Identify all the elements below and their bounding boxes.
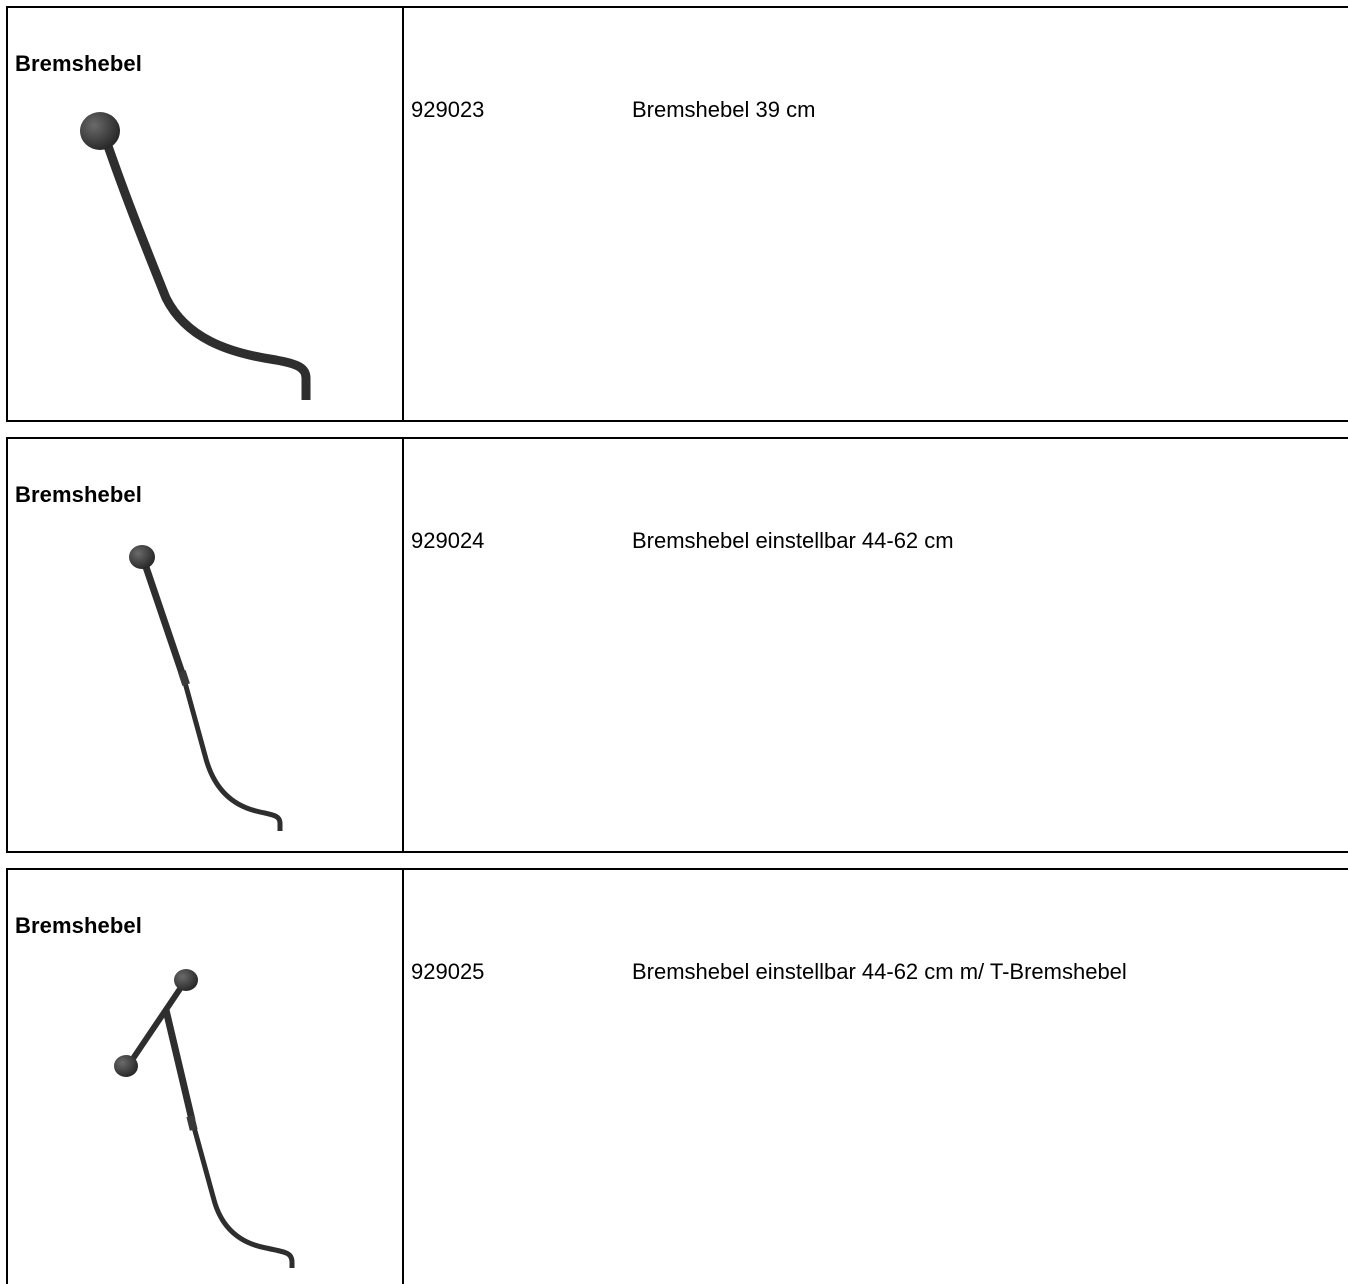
article-number: 929023 (411, 97, 485, 122)
article-number: 929025 (411, 959, 485, 984)
product-description: Bremshebel einstellbar 44-62 cm (632, 528, 954, 553)
product-row: Bremshebel 929023 Bremshebel 39 cm (6, 6, 1348, 422)
product-description: Bremshebel einstellbar 44-62 cm m/ T-Bre… (632, 959, 1127, 984)
brake-lever-curved-icon (80, 112, 311, 400)
category-label: Bremshebel (15, 51, 142, 76)
brake-lever-adjustable-icon (129, 545, 283, 831)
article-number: 929024 (411, 528, 485, 553)
product-row: Bremshebel 929024 Bremshebel einstellbar… (6, 437, 1348, 853)
product-image-cell: Bremshebel (8, 439, 404, 851)
category-label: Bremshebel (15, 913, 142, 938)
product-description: Bremshebel 39 cm (632, 97, 816, 122)
product-row: Bremshebel 929025 Bremshebel einstellbar… (6, 868, 1348, 1284)
brake-lever-t-handle-icon (114, 969, 295, 1268)
product-image-cell: Bremshebel (8, 8, 404, 420)
product-image-cell: Bremshebel (8, 870, 404, 1284)
category-label: Bremshebel (15, 482, 142, 507)
